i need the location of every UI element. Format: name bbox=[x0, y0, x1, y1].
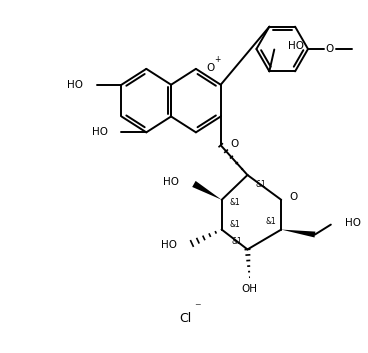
Polygon shape bbox=[281, 229, 315, 238]
Text: +: + bbox=[214, 55, 220, 64]
Text: HO: HO bbox=[92, 127, 107, 137]
Text: &1: &1 bbox=[232, 237, 243, 246]
Text: &1: &1 bbox=[230, 198, 240, 207]
Text: Cl: Cl bbox=[179, 312, 191, 325]
Polygon shape bbox=[192, 181, 222, 200]
Text: ⁻: ⁻ bbox=[194, 301, 201, 314]
Text: &1: &1 bbox=[230, 220, 240, 229]
Text: HO: HO bbox=[161, 240, 177, 250]
Text: O: O bbox=[326, 44, 334, 54]
Text: HO: HO bbox=[67, 80, 83, 90]
Text: OH: OH bbox=[241, 284, 258, 294]
Text: O: O bbox=[231, 139, 239, 149]
Text: O: O bbox=[207, 63, 215, 73]
Text: &1: &1 bbox=[266, 217, 276, 226]
Text: HO: HO bbox=[345, 218, 361, 228]
Text: O: O bbox=[289, 192, 297, 202]
Text: HO: HO bbox=[288, 41, 304, 50]
Text: HO: HO bbox=[163, 177, 179, 187]
Text: &1: &1 bbox=[255, 180, 266, 190]
